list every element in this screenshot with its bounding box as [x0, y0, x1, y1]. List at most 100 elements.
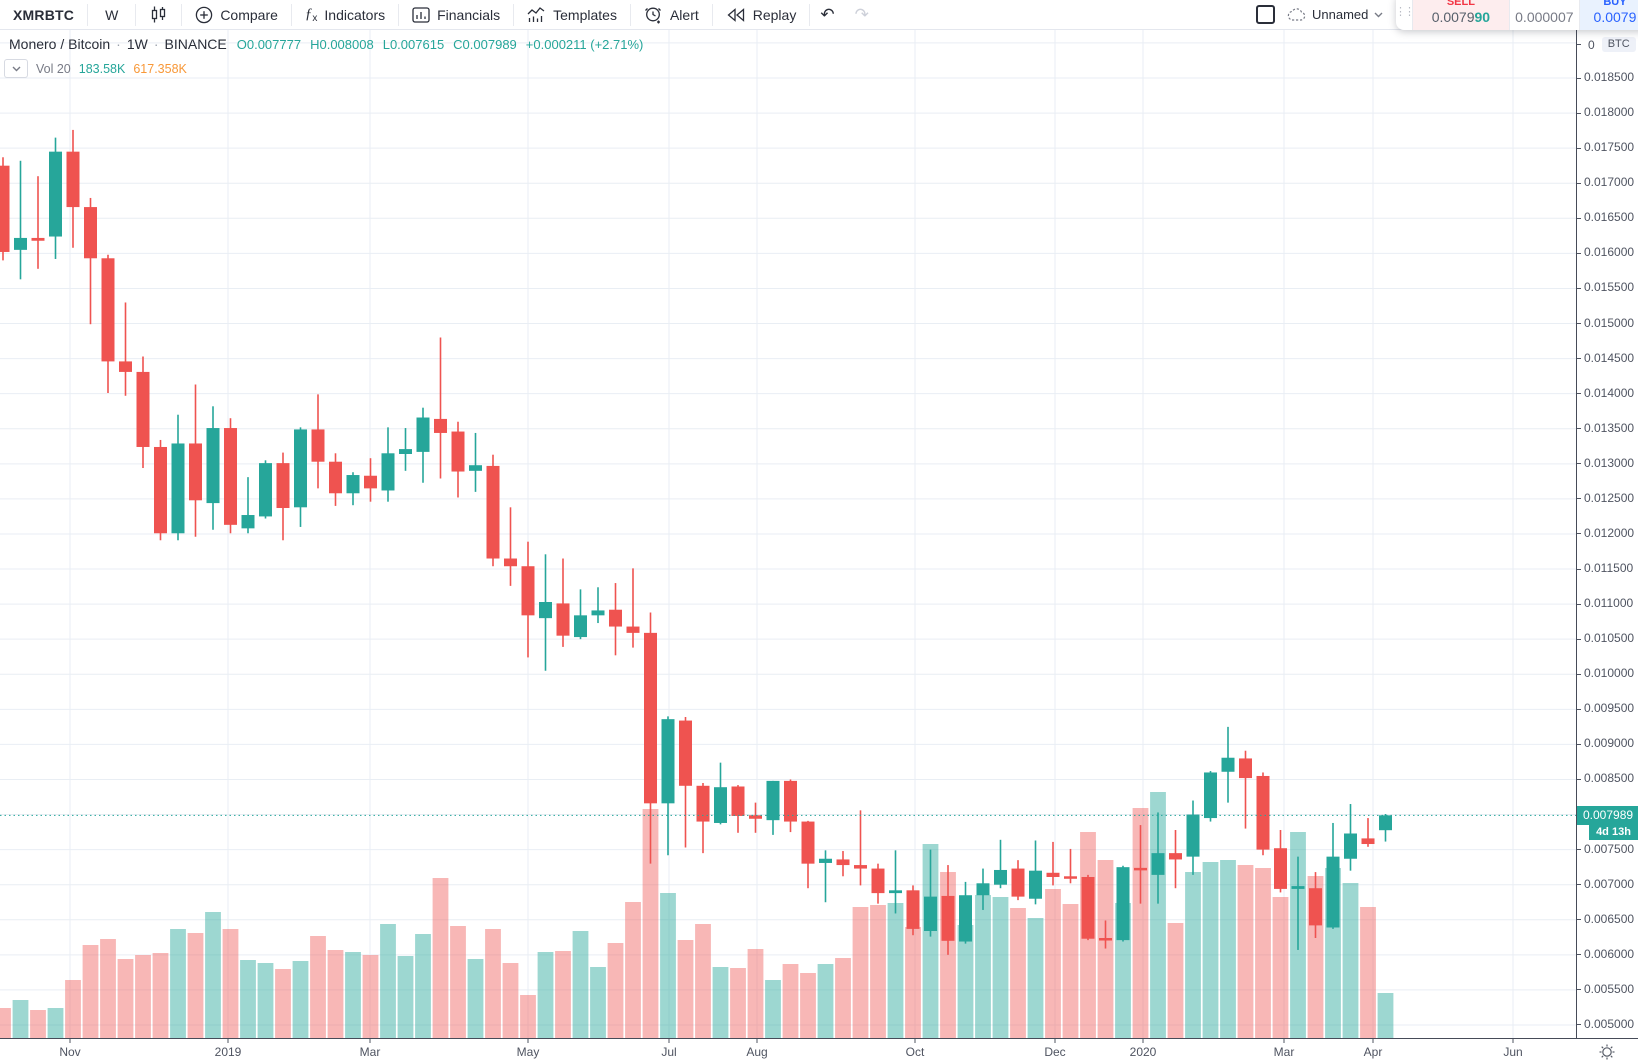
- time-tick-label: Mar: [1273, 1045, 1295, 1059]
- candle-body: [941, 895, 955, 941]
- compare-button[interactable]: Compare: [182, 3, 292, 26]
- volume-bar: [572, 931, 589, 1038]
- price-tick-mark: [1577, 603, 1581, 605]
- compare-label: Compare: [220, 6, 278, 23]
- price-tick-mark: [1577, 147, 1581, 149]
- time-axis[interactable]: Nov 2019 Mar May Jul Aug Oct Dec 2020 Mar Apr Jun: [0, 1038, 1638, 1064]
- financials-button[interactable]: Financials: [399, 3, 515, 26]
- drag-handle-icon[interactable]: ⋮⋮: [1396, 6, 1415, 18]
- volume-bar: [555, 951, 571, 1038]
- candle-body: [119, 361, 132, 372]
- axis-top-row: 0 BTC 0: [1577, 37, 1638, 52]
- candle-body: [906, 890, 920, 929]
- candle-body: [1361, 838, 1375, 845]
- volume-bar: [1342, 883, 1359, 1038]
- volume-bar: [1027, 918, 1044, 1038]
- volume-value: 183.58K: [78, 61, 126, 76]
- ohlc-readout: O0.007777 H0.008008 L0.007615 C0.007989 …: [237, 37, 644, 52]
- price-tick-mark: [1577, 778, 1581, 780]
- time-tick-mark: [227, 1039, 229, 1043]
- compare-plus-icon: [195, 6, 213, 24]
- price-tick-label: 0.011000: [1584, 596, 1634, 611]
- candle-body: [311, 429, 325, 462]
- candle-body: [451, 431, 465, 472]
- candle-body: [714, 787, 727, 823]
- currency-unit-button[interactable]: BTC: [1601, 37, 1636, 52]
- volume-indicator-label: Vol 20: [36, 61, 71, 76]
- price-tick-mark: [1577, 323, 1581, 325]
- legend-separator: ·: [116, 36, 121, 52]
- time-tick-label: 2019: [214, 1045, 242, 1059]
- price-tick-label: 0.018000: [1584, 105, 1635, 120]
- time-tick-mark: [1372, 1039, 1374, 1043]
- volume-bar: [747, 949, 764, 1038]
- multi-chart-checkbox[interactable]: [1256, 5, 1275, 24]
- volume-bar: [1237, 865, 1254, 1038]
- time-tick-mark: [1142, 1039, 1144, 1043]
- alert-button[interactable]: Alert: [631, 3, 713, 26]
- templates-button[interactable]: Templates: [514, 3, 631, 26]
- price-tick-mark: [1577, 217, 1581, 219]
- volume-bar: [502, 963, 519, 1038]
- volume-bar: [1132, 808, 1149, 1038]
- symbol-title[interactable]: Monero / Bitcoin: [9, 36, 111, 52]
- candlestick-chart[interactable]: [0, 0, 1577, 1038]
- volume-bar: [170, 929, 186, 1038]
- volume-bar: [712, 967, 729, 1038]
- alert-clock-icon: [644, 6, 663, 24]
- indicators-button[interactable]: ƒx Indicators: [292, 3, 400, 26]
- candle-body: [136, 371, 150, 447]
- symbol-button[interactable]: XMRBTC: [0, 3, 89, 26]
- time-tick-mark: [756, 1039, 758, 1043]
- price-tick-mark: [1577, 358, 1581, 360]
- volume-bar: [450, 926, 466, 1038]
- price-tick-label: 0.014000: [1584, 385, 1635, 400]
- volume-bar: [30, 1010, 46, 1038]
- price-axis[interactable]: 0.018500 0.018000 0.017500 0.017000 0.016500…: [1576, 29, 1638, 1038]
- volume-bar: [870, 905, 886, 1038]
- redo-button[interactable]: ↷: [845, 4, 879, 26]
- sell-button[interactable]: SELL 0.007990: [1412, 0, 1509, 30]
- legend-collapse-button[interactable]: [4, 59, 28, 78]
- candle-body: [294, 429, 307, 508]
- price-tick-label: 0.016500: [1584, 210, 1635, 225]
- volume-bar: [292, 961, 309, 1038]
- candle-body: [1291, 886, 1305, 889]
- price-tick-mark: [1577, 638, 1581, 640]
- volume-bar: [345, 952, 361, 1038]
- candle-body: [766, 780, 780, 821]
- candle-body: [31, 237, 45, 241]
- price-tick-label: 0.007500: [1584, 841, 1635, 856]
- templates-label: Templates: [553, 6, 617, 23]
- volume-bar: [65, 980, 81, 1038]
- volume-bar: [537, 952, 554, 1038]
- volume-bar: [117, 959, 134, 1038]
- candle-body: [1256, 775, 1270, 850]
- layout-menu[interactable]: Unnamed: [1287, 7, 1383, 22]
- gear-icon[interactable]: [1599, 1044, 1615, 1060]
- volume-bar: [467, 959, 484, 1038]
- price-tick-label: 0.009500: [1584, 701, 1635, 716]
- buy-button[interactable]: BUY 0.0079: [1578, 0, 1638, 30]
- price-tick-mark: [1577, 112, 1581, 114]
- candle-body: [679, 720, 692, 786]
- candle-body: [486, 465, 500, 559]
- candle-body: [836, 859, 850, 866]
- interval-button[interactable]: W: [88, 3, 137, 26]
- chevron-down-icon: [12, 66, 20, 71]
- candle-body: [1326, 856, 1340, 928]
- chart-style-button[interactable]: [136, 3, 183, 26]
- time-tick-mark: [914, 1039, 916, 1043]
- volume-bar: [852, 907, 869, 1038]
- candle-body: [1046, 872, 1060, 877]
- replay-button[interactable]: Replay: [713, 3, 811, 26]
- price-tick-label: 0.010500: [1584, 631, 1635, 646]
- axis-tick-dash: [1577, 44, 1581, 45]
- candle-body: [259, 463, 272, 517]
- volume-bar: [1255, 868, 1271, 1038]
- time-tick-label: Nov: [59, 1045, 81, 1059]
- volume-bar: [47, 1008, 64, 1038]
- time-tick-label: Dec: [1044, 1045, 1066, 1059]
- sell-label: SELL: [1446, 0, 1475, 8]
- undo-button[interactable]: ↶: [810, 4, 844, 26]
